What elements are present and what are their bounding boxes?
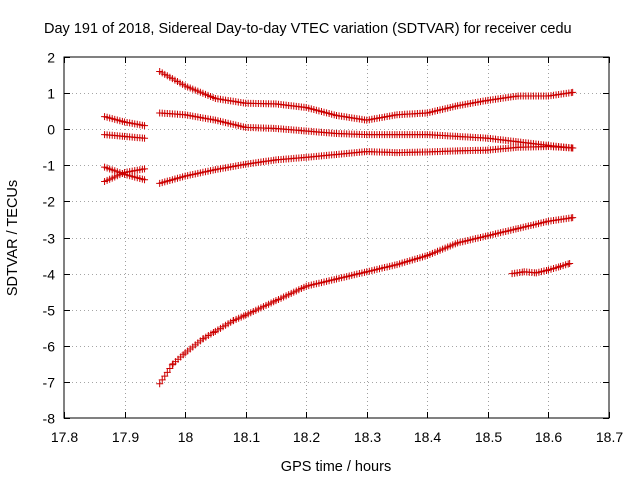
- data-point: [168, 361, 176, 369]
- data-point: [158, 376, 166, 384]
- data-point: [163, 368, 171, 376]
- x-tick-label: 18.2: [293, 429, 320, 445]
- y-tick-label: -7: [43, 375, 56, 391]
- x-tick-labels: 17.8 17.9 18 18.1 18.2 18.3 18.4 18.5 18.6 18.7: [51, 429, 623, 445]
- data-marks: [101, 67, 577, 388]
- x-tick-label: 18.1: [233, 429, 260, 445]
- y-tick-label: -8: [43, 411, 56, 427]
- x-tick-label: 17.8: [51, 429, 78, 445]
- x-tick-label: 18.4: [414, 429, 441, 445]
- plot-frame: [63, 56, 610, 419]
- grid: [64, 57, 609, 418]
- data-point: [141, 165, 149, 173]
- y-tick-label: 0: [47, 122, 55, 138]
- y-tick-label: -4: [43, 267, 56, 283]
- y-axis-label: SDTVAR / TECUs: [5, 180, 21, 296]
- x-tick-label: 18: [178, 429, 194, 445]
- y-tick-label: -5: [43, 303, 56, 319]
- data-point: [141, 134, 149, 142]
- data-point: [566, 259, 574, 267]
- data-point: [569, 144, 577, 152]
- y-tick-label: -3: [43, 231, 56, 247]
- x-tick-label: 18.6: [535, 429, 562, 445]
- y-tick-labels: -8 -7 -6 -5 -4 -3 -2 -1 0 1 2: [43, 50, 56, 427]
- y-tick-label: 2: [47, 50, 55, 66]
- data-point: [569, 88, 577, 96]
- data-point: [161, 372, 169, 380]
- y-tick-label: -1: [43, 158, 56, 174]
- data-point: [141, 176, 149, 184]
- x-tick-label: 18.5: [475, 429, 502, 445]
- chart-title: Day 191 of 2018, Sidereal Day-to-day VTE…: [44, 21, 572, 37]
- data-point: [156, 380, 164, 388]
- data-point: [166, 365, 174, 373]
- x-tick-label: 18.7: [596, 429, 623, 445]
- y-tick-label: 1: [47, 86, 55, 102]
- data-point: [569, 214, 577, 222]
- y-tick-label: -6: [43, 339, 56, 355]
- y-tick-label: -2: [43, 194, 56, 210]
- x-tick-label: 17.9: [112, 429, 139, 445]
- data-point: [141, 122, 149, 130]
- x-tick-label: 18.3: [354, 429, 381, 445]
- x-axis-label: GPS time / hours: [281, 459, 391, 475]
- axis-ticks: [64, 57, 610, 419]
